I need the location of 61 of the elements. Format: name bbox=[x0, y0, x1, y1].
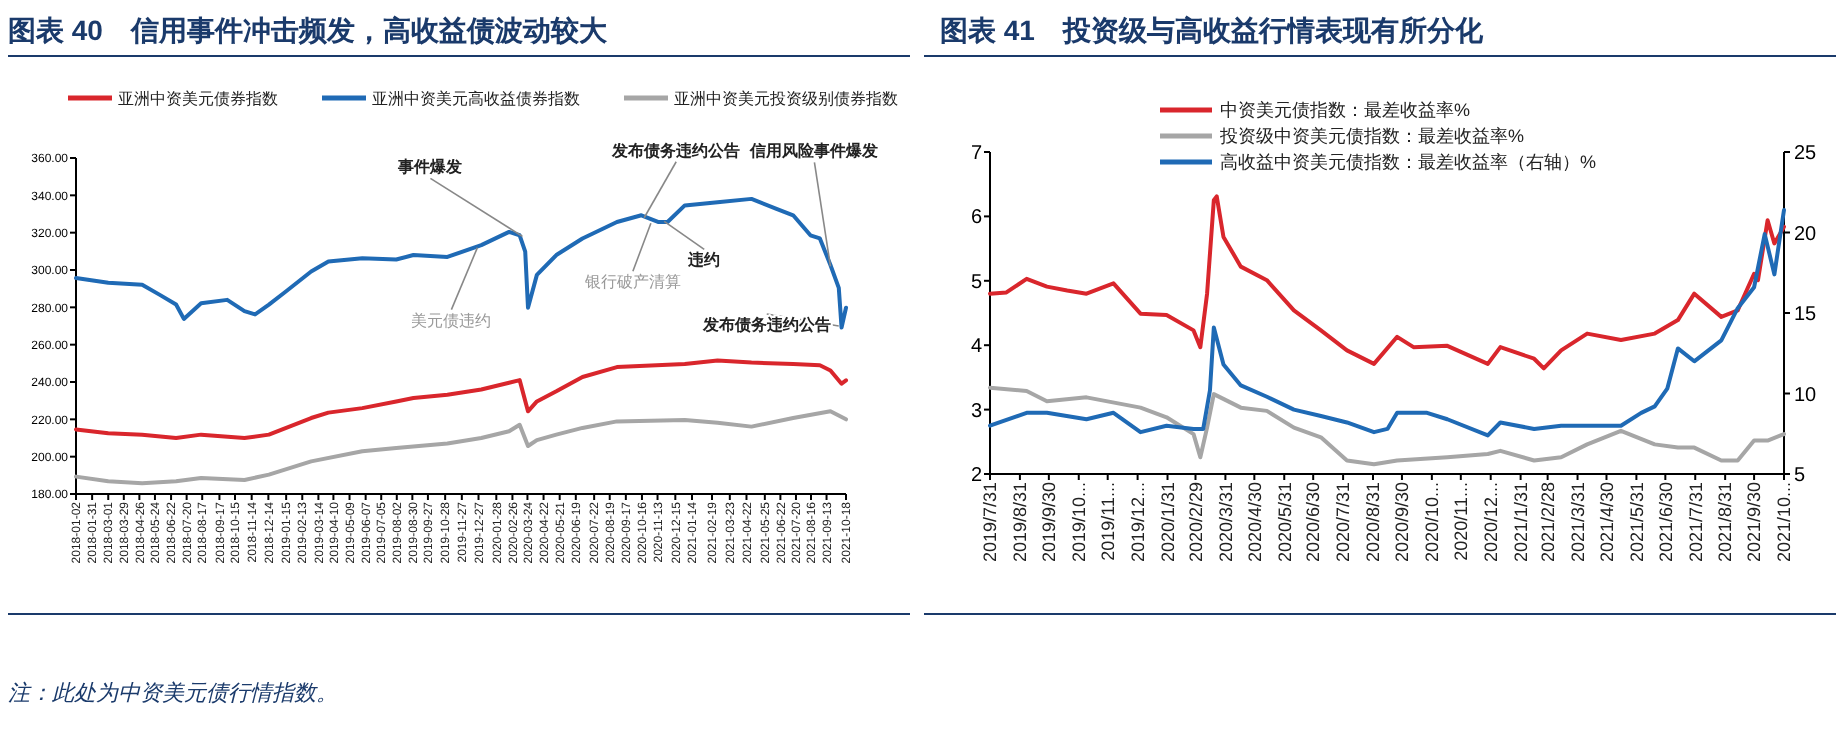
x-tick-label: 2020/11... bbox=[1451, 482, 1472, 561]
x-tick-label: 2019/9/30 bbox=[1039, 482, 1060, 563]
legend-label: 高收益中资美元债指数：最差收益率（右轴）% bbox=[1220, 152, 1597, 172]
x-tick-label: 2020/2/29 bbox=[1185, 482, 1206, 563]
x-tick-label: 2021/10... bbox=[1774, 482, 1795, 563]
x-tick-label: 2021/6/30 bbox=[1655, 482, 1676, 563]
x-tick-label: 2020/5/31 bbox=[1274, 482, 1295, 563]
y-tick-label: 4 bbox=[970, 336, 983, 359]
legend-label: 亚洲中资美元高收益债券指数 bbox=[372, 90, 580, 108]
x-tick-label: 2019/7/31 bbox=[980, 482, 1001, 563]
x-tick-label: 2020/8/31 bbox=[1363, 482, 1384, 563]
y-tick-label: 5 bbox=[970, 271, 983, 294]
x-tick-label: 2019/12... bbox=[1127, 482, 1148, 563]
line-series bbox=[74, 358, 848, 440]
x-tick-label: 2020/7/31 bbox=[1333, 482, 1354, 563]
line-series bbox=[74, 196, 848, 330]
y-tick-label: 2 bbox=[970, 465, 983, 487]
x-tick-label: 2020/12... bbox=[1481, 482, 1502, 563]
x-tick-label: 2021/4/30 bbox=[1596, 482, 1617, 563]
x-tick-label: 2021/7/31 bbox=[1685, 482, 1706, 563]
x-tick-label: 2021/1/31 bbox=[1510, 482, 1531, 563]
annotation: 违约 bbox=[686, 251, 721, 270]
annotation: 信用风险事件爆发 bbox=[748, 142, 879, 161]
x-tick-label: 2021/5/31 bbox=[1626, 482, 1647, 563]
y2-tick-label: 25 bbox=[1794, 143, 1818, 165]
y2-tick-label: 10 bbox=[1794, 384, 1818, 407]
y-tick-label: 3 bbox=[970, 400, 983, 423]
legend-label: 亚洲中资美元投资级别债券指数 bbox=[674, 90, 898, 108]
x-tick-label: 2021/9/30 bbox=[1744, 482, 1765, 563]
annotation: 发布债务违约公告 bbox=[610, 141, 741, 160]
line-series bbox=[74, 409, 848, 486]
y2-tick-label: 15 bbox=[1794, 304, 1818, 326]
x-tick-label: 2021/2/28 bbox=[1537, 482, 1558, 563]
annotation: 发布债务违约公告 bbox=[700, 316, 831, 334]
chart-title: 图表 41 投资级与高收益行情表现有所分化 bbox=[940, 14, 1485, 46]
legend-label: 亚洲中资美元债券指数 bbox=[118, 90, 278, 108]
chart-title: 图表 40 信用事件冲击频发，高收益债波动较大 bbox=[8, 14, 609, 46]
x-tick-label: 2020/10... bbox=[1422, 482, 1443, 563]
annotation: 美元债违约 bbox=[411, 311, 492, 330]
line-series bbox=[988, 194, 1786, 371]
legend-label: 投资级中资美元债指数：最差收益率% bbox=[1218, 126, 1525, 146]
legend-label: 中资美元债指数：最差收益率% bbox=[1220, 100, 1471, 120]
y2-tick-label: 20 bbox=[1794, 223, 1818, 246]
x-tick-label: 2020/6/30 bbox=[1303, 482, 1324, 563]
x-tick-label: 2020/1/31 bbox=[1157, 482, 1178, 563]
x-tick-label: 2021/8/31 bbox=[1715, 482, 1736, 563]
x-tick-label: 2019/8/31 bbox=[1010, 482, 1031, 563]
x-tick-label: 2020/9/30 bbox=[1392, 482, 1413, 563]
text: 注：此处为中资美元债行情指数。 bbox=[8, 680, 338, 706]
y2-tick-label: 5 bbox=[1794, 465, 1806, 487]
x-tick-label: 2020/4/30 bbox=[1244, 482, 1265, 563]
y-tick-label: 7 bbox=[970, 143, 983, 165]
line-series bbox=[988, 207, 1786, 438]
annotation: 事件爆发 bbox=[396, 158, 463, 177]
annotation: 银行破产清算 bbox=[582, 273, 681, 292]
line-series bbox=[988, 385, 1786, 467]
x-tick-label: 2020/3/31 bbox=[1215, 482, 1236, 563]
x-tick-label: 2019/10... bbox=[1069, 482, 1090, 563]
y-tick-label: 6 bbox=[970, 207, 983, 230]
x-tick-label: 2021/3/31 bbox=[1567, 482, 1588, 563]
x-tick-label: 2019/11... bbox=[1098, 482, 1118, 561]
